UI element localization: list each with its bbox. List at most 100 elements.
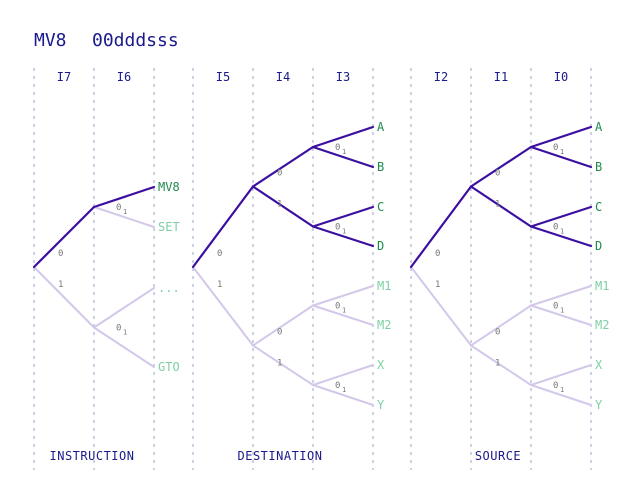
column-header-i2: I2 (434, 70, 448, 84)
source-leaf-y: Y (595, 398, 603, 412)
column-header-i4: I4 (276, 70, 290, 84)
source-bit-zero-0-0: 0 (435, 249, 440, 259)
column-header-i7: I7 (57, 70, 71, 84)
destination-branch-d1-n1-b1 (252, 344, 314, 386)
destination-branch-d0-n0-b0 (191, 185, 255, 269)
destination-branch-d2-n0-b1 (311, 145, 375, 169)
destination-bit-zero-1-0: 0 (277, 169, 282, 179)
diagram-title: MV8 00dddsss (34, 30, 179, 51)
destination-bit-label-2-2: 0 (335, 302, 340, 312)
source-bit-label-2-2: 0 (553, 302, 558, 312)
destination-bit-sub-2-1: 1 (342, 228, 346, 236)
title-mnemonic: MV8 (34, 30, 67, 51)
instruction-branch-d0-n0-b1 (33, 266, 95, 329)
section-label-source: SOURCE (475, 449, 521, 463)
destination-branch-d2-n1-b0 (311, 205, 375, 228)
source-leaf-m2: M2 (595, 318, 609, 332)
destination-bit-one-1-0: 1 (277, 200, 282, 210)
destination-leaf-x: X (377, 358, 385, 372)
column-header-i3: I3 (336, 70, 350, 84)
destination-branch-d2-n3-b0 (312, 364, 374, 386)
source-branch-d1-n1-b0 (470, 304, 532, 347)
destination-branch-d2-n2-b1 (312, 304, 374, 326)
source-leaf-d: D (595, 239, 602, 253)
instruction-branch-d1-n1-b1 (93, 326, 155, 368)
source-branch-d0-n0-b1 (410, 266, 472, 347)
column-header-i5: I5 (216, 70, 230, 84)
instruction-bit-label-1-0: 0 (116, 203, 121, 213)
destination-bit-one-0-0: 1 (217, 280, 222, 290)
section-label-instruction: INSTRUCTION (50, 449, 135, 463)
column-headers: I7 I6 I5 I4 I3 I2 I1 I0 (57, 70, 568, 84)
source-leaf-m1: M1 (595, 279, 609, 293)
section-label-destination: DESTINATION (238, 449, 323, 463)
instruction-branch-d1-n0-b0 (92, 185, 156, 209)
destination-leaf-y: Y (377, 398, 385, 412)
instruction-bit-label-1-1: 0 (116, 324, 121, 334)
destination-bit-label-2-1: 0 (335, 223, 340, 233)
column-header-i6: I6 (117, 70, 131, 84)
destination-leaf-b: B (377, 160, 384, 174)
source-leaf-x: X (595, 358, 603, 372)
inactive-branches (33, 206, 592, 406)
source-branch-d2-n1-b0 (529, 205, 593, 228)
instruction-branch-d1-n0-b1 (93, 206, 155, 228)
destination-branch-d1-n0-b1 (251, 185, 315, 228)
destination-branch-d1-n0-b0 (251, 145, 315, 188)
source-leaf-c: C (595, 200, 602, 214)
source-bit-label-2-3: 0 (553, 381, 558, 391)
instruction-branch-d0-n0-b0 (32, 205, 96, 269)
section-labels: INSTRUCTION DESTINATION SOURCE (50, 449, 521, 463)
instruction-bit-zero-0-0: 0 (58, 249, 63, 259)
destination-leaf-c: C (377, 200, 384, 214)
destination-branch-d2-n0-b0 (311, 125, 375, 149)
destination-bit-zero-0-0: 0 (217, 249, 222, 259)
source-bit-sub-2-1: 1 (560, 228, 564, 236)
destination-leaf-m1: M1 (377, 279, 391, 293)
destination-branch-d0-n0-b1 (192, 266, 254, 347)
source-branch-d2-n1-b1 (529, 225, 593, 248)
source-branch-d2-n0-b0 (529, 125, 593, 149)
source-bit-one-0-0: 1 (435, 280, 440, 290)
source-bit-one-1-0: 1 (495, 200, 500, 210)
source-bit-label-2-0: 0 (553, 143, 558, 153)
source-bit-sub-2-3: 1 (560, 386, 564, 394)
column-gridlines (33, 68, 592, 470)
destination-bit-one-1-1: 1 (277, 359, 282, 369)
instruction-bit-one-0-0: 1 (58, 280, 63, 290)
source-branch-d2-n2-b1 (530, 304, 592, 326)
instruction-leaf-gto: GTO (158, 360, 180, 374)
source-bit-zero-1-0: 0 (495, 169, 500, 179)
source-bit-label-2-1: 0 (553, 223, 558, 233)
source-branch-d2-n0-b1 (529, 145, 593, 169)
active-branches (32, 125, 593, 269)
source-leaf-a: A (595, 120, 603, 134)
destination-bit-zero-1-1: 0 (277, 328, 282, 338)
instruction-leaf-set: SET (158, 220, 180, 234)
destination-bit-sub-2-0: 1 (342, 148, 346, 156)
leaf-labels: MV8 SET... GTO A B C D M1 M2 X Y A B C D M1 M2 X Y (158, 120, 609, 412)
source-branch-d1-n0-b1 (469, 185, 533, 228)
destination-leaf-d: D (377, 239, 384, 253)
source-branch-d2-n3-b1 (530, 384, 592, 406)
source-branch-d1-n0-b0 (469, 145, 533, 188)
source-bit-zero-1-1: 0 (495, 328, 500, 338)
source-branch-d1-n1-b1 (470, 344, 532, 386)
destination-leaf-a: A (377, 120, 385, 134)
destination-branch-d1-n1-b0 (252, 304, 314, 347)
destination-branch-d2-n1-b1 (311, 225, 375, 248)
destination-branch-d2-n2-b0 (312, 285, 374, 307)
destination-bit-label-2-3: 0 (335, 381, 340, 391)
instruction-branch-d1-n1-b0 (93, 287, 155, 329)
destination-bit-label-2-0: 0 (335, 143, 340, 153)
destination-leaf-m2: M2 (377, 318, 391, 332)
source-bit-sub-2-0: 1 (560, 148, 564, 156)
title-encoding: 00dddsss (92, 30, 179, 51)
destination-bit-sub-2-3: 1 (342, 386, 346, 394)
source-bit-one-1-1: 1 (495, 359, 500, 369)
destination-branch-d2-n3-b1 (312, 384, 374, 406)
instruction-leaf-ellipsis: ... (158, 281, 180, 295)
instruction-leaf-mv8: MV8 (158, 180, 180, 194)
